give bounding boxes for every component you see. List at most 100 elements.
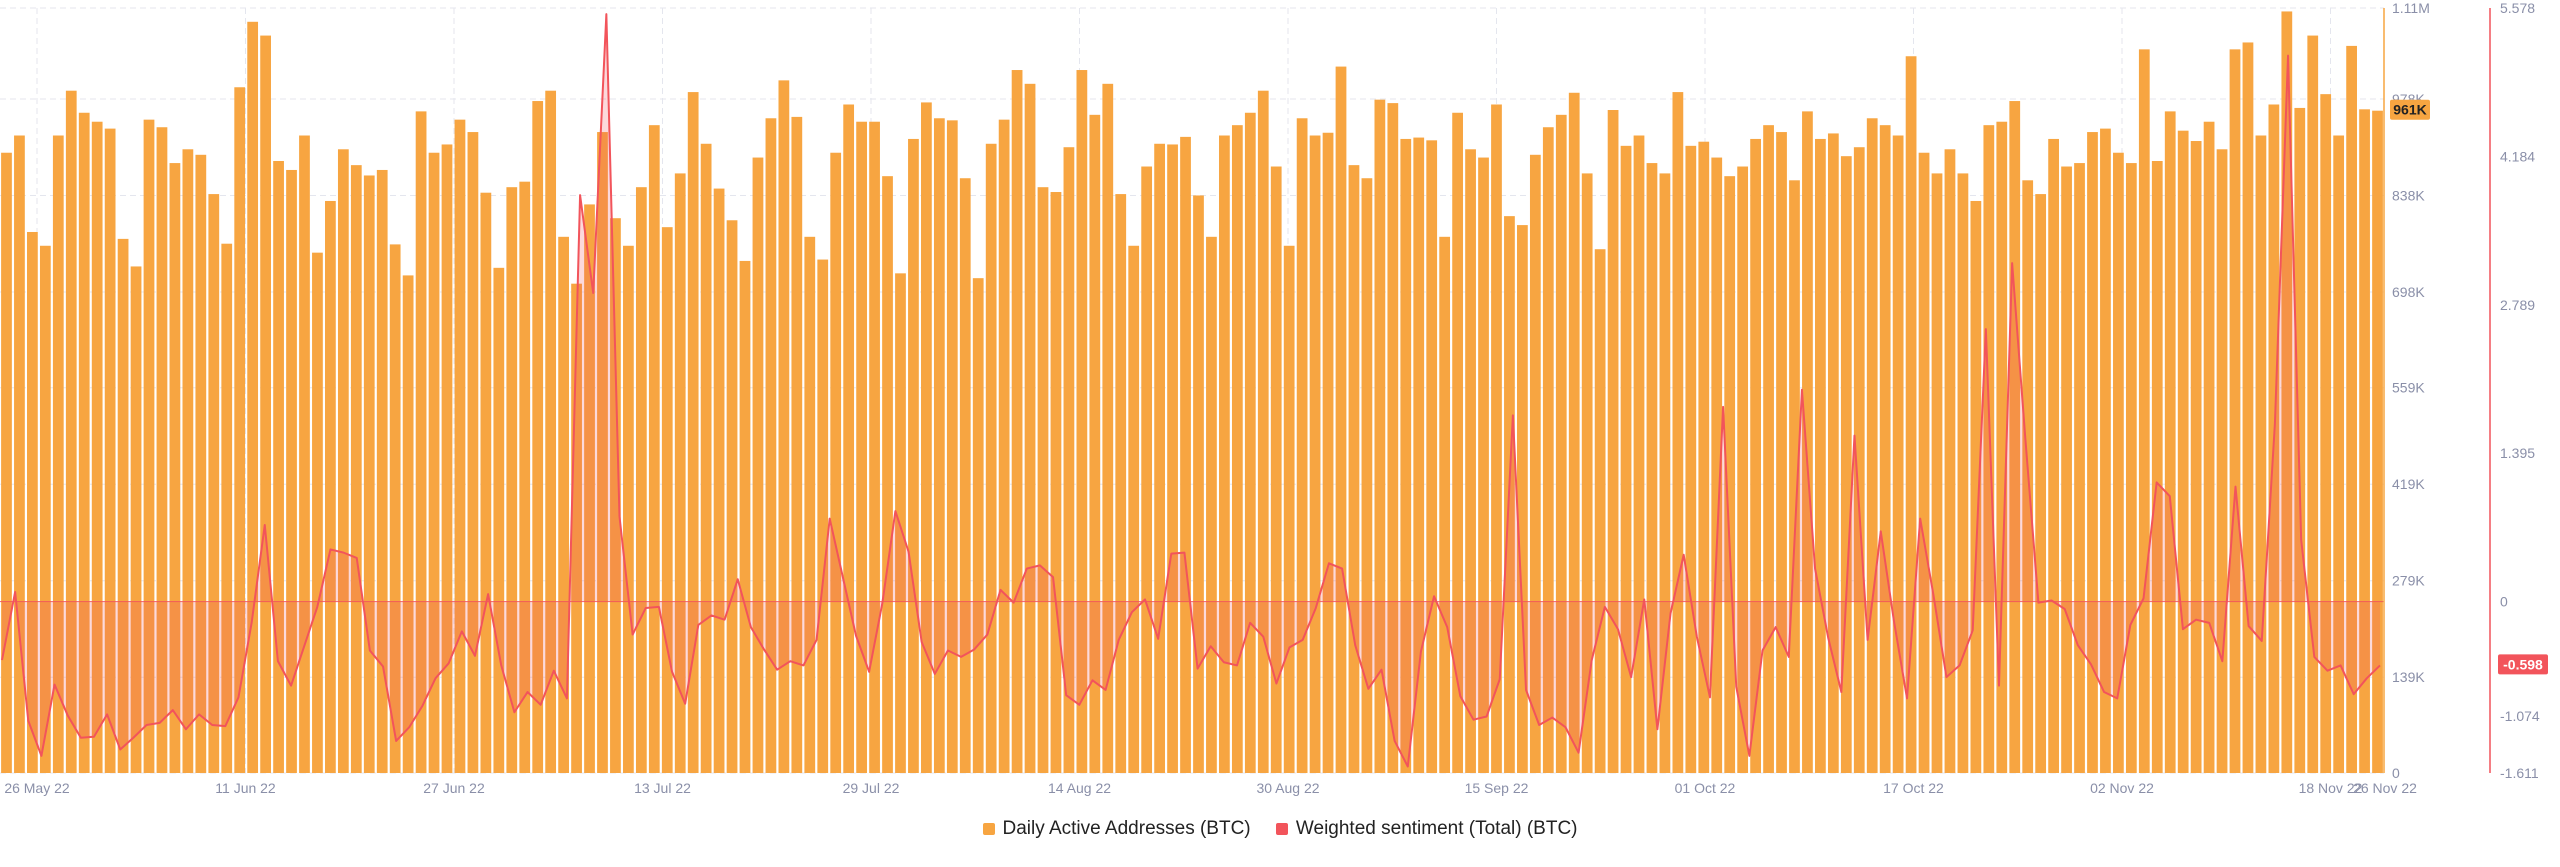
bars-layer (1, 11, 2383, 774)
sentiment-layer (0, 13, 2384, 768)
bar (2203, 121, 2215, 774)
bar (1517, 225, 1528, 773)
bar (1905, 56, 1917, 774)
bar (2138, 49, 2150, 773)
bar (1478, 157, 1489, 773)
bar (791, 116, 803, 773)
bar (1115, 194, 1127, 774)
bar (1180, 136, 1191, 774)
left-axis-tick-label: 139K (2392, 669, 2425, 685)
bar (2255, 135, 2267, 773)
x-axis-tick-label: 01 Oct 22 (1675, 780, 1736, 796)
legend: Daily Active Addresses (BTC) Weighted se… (0, 818, 2560, 841)
bar (959, 178, 971, 773)
legend-item-addresses[interactable]: Daily Active Addresses (BTC) (982, 818, 1251, 840)
left-axis-tick-label: 279K (2392, 573, 2425, 589)
bar (1024, 83, 1036, 774)
legend-swatch-sentiment (1275, 823, 1288, 835)
bar (312, 252, 323, 773)
bar (480, 192, 492, 773)
bar (2242, 42, 2254, 773)
bar (1646, 163, 1658, 773)
left-axis-tick-label: 419K (2392, 476, 2425, 492)
bar (1827, 133, 1839, 773)
bar (156, 127, 168, 773)
bar (389, 244, 401, 773)
right-axis-tick-label: 5.578 (2500, 0, 2535, 16)
bar (558, 236, 569, 774)
bar (843, 104, 855, 773)
bar (2074, 163, 2085, 773)
bar (610, 218, 621, 773)
bar (2048, 138, 2059, 774)
legend-item-sentiment[interactable]: Weighted sentiment (Total) (BTC) (1275, 818, 1578, 840)
bar (1283, 245, 1295, 773)
bar (2346, 45, 2357, 774)
bar (2113, 152, 2124, 773)
bar (519, 181, 531, 774)
bar (1128, 245, 1140, 773)
bar (1387, 103, 1399, 774)
bar (1607, 110, 1619, 773)
bar (1361, 178, 1373, 773)
bar (1102, 83, 1114, 774)
bar (1193, 195, 1204, 773)
bar (1037, 187, 1049, 773)
bar (1789, 180, 1800, 773)
bar (1568, 92, 1580, 774)
bar (2216, 149, 2228, 773)
x-axis-tick-label: 18 Nov 22 (2299, 780, 2363, 796)
bar (1931, 173, 1943, 774)
bar (1426, 140, 1438, 773)
bar (1374, 99, 1386, 773)
bar (1711, 157, 1723, 773)
sentiment-line (1, 13, 2381, 768)
bar (1542, 127, 1554, 773)
bar (363, 175, 375, 774)
bar (2190, 141, 2202, 773)
bar (1050, 192, 1062, 773)
right-axis-tick-label: -1.611 (2500, 765, 2539, 781)
bar (1892, 135, 1904, 773)
bar (1309, 135, 1321, 773)
bar (117, 238, 129, 774)
bar (1724, 176, 1736, 773)
bar (946, 120, 958, 774)
bar (674, 173, 686, 774)
legend-label-sentiment: Weighted sentiment (Total) (BTC) (1295, 818, 1578, 839)
bar (337, 149, 349, 773)
bar (1698, 141, 1710, 773)
bar (169, 163, 181, 773)
x-axis-tick-label: 26 May 22 (4, 780, 70, 796)
bar (1996, 121, 2008, 774)
bar (221, 243, 233, 773)
bar (752, 157, 764, 773)
bar (1633, 135, 1645, 773)
bar (208, 194, 220, 774)
bar (299, 135, 310, 773)
bar (1853, 147, 1865, 774)
bar (1672, 92, 1684, 774)
x-axis-tick-label: 30 Aug 22 (1256, 780, 1319, 796)
bar (2177, 130, 2189, 774)
bar (1491, 104, 1502, 773)
bar (493, 267, 505, 773)
combo-chart: 1.11M978K838K698K559K419K279K139K0961K5.… (0, 0, 2548, 796)
bar (635, 187, 647, 773)
right-axis-tick-label: 0 (2500, 594, 2508, 610)
bar (2333, 135, 2345, 773)
bar (506, 187, 518, 773)
bar (1659, 173, 1671, 774)
bar (1167, 144, 1178, 773)
bar (286, 169, 297, 773)
left-axis-tick-label: 0 (2392, 765, 2400, 781)
left-axis-tick-label: 559K (2392, 380, 2425, 396)
bar (1620, 145, 1632, 774)
bar (428, 152, 440, 773)
bar (78, 112, 90, 773)
bar (597, 132, 608, 773)
bar (545, 90, 557, 774)
right-axis-tick-label: 4.184 (2500, 148, 2535, 164)
bar (376, 169, 388, 773)
